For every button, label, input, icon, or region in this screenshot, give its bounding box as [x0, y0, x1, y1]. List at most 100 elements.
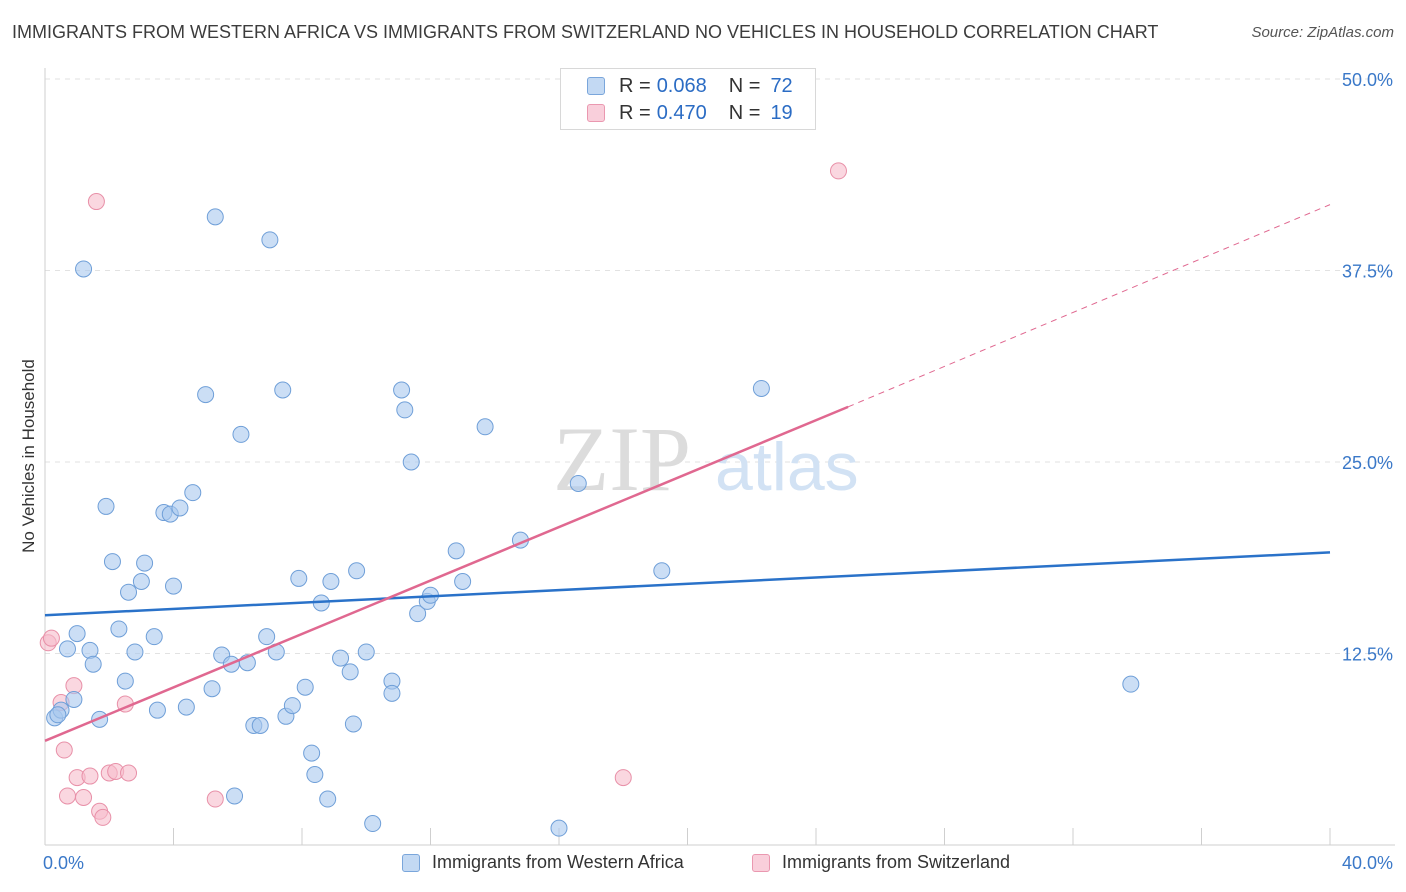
data-point-western-africa: [332, 649, 350, 667]
trend-line-switzerland-extrapolated: [847, 204, 1331, 408]
data-point-western-africa: [148, 701, 166, 719]
y-tick-label: 37.5%: [1342, 262, 1393, 282]
data-point-switzerland: [120, 764, 138, 782]
data-point-switzerland: [94, 808, 112, 826]
source-label: Source: ZipAtlas.com: [1251, 24, 1394, 41]
data-point-western-africa: [49, 706, 67, 724]
legend-item-switzerland: Immigrants from Switzerland: [752, 852, 1010, 873]
legend-swatch-pink: [752, 853, 770, 872]
data-point-western-africa: [232, 425, 250, 443]
data-point-switzerland: [829, 162, 847, 180]
data-point-western-africa: [306, 766, 324, 784]
data-point-switzerland: [614, 769, 632, 787]
data-point-western-africa: [177, 698, 195, 716]
data-point-western-africa: [322, 572, 340, 590]
data-point-western-africa: [84, 655, 102, 673]
watermark-zip: ZIP: [553, 408, 691, 510]
legend-label: Immigrants from Switzerland: [782, 852, 1011, 872]
data-point-western-africa: [454, 572, 472, 590]
data-point-western-africa: [569, 474, 587, 492]
data-point-switzerland: [206, 790, 224, 808]
data-point-western-africa: [393, 381, 411, 399]
legend-swatch-pink: [587, 104, 605, 122]
data-point-switzerland: [55, 741, 73, 759]
data-point-western-africa: [447, 542, 465, 560]
data-point-western-africa: [120, 583, 138, 601]
data-point-western-africa: [65, 690, 83, 708]
series-legend: Immigrants from Western Africa Immigrant…: [0, 852, 1406, 878]
data-point-western-africa: [75, 260, 93, 278]
data-point-western-africa: [103, 553, 121, 571]
data-point-western-africa: [58, 640, 76, 658]
data-point-western-africa: [364, 815, 382, 833]
data-point-western-africa: [136, 554, 154, 572]
grid-lines: [45, 78, 1395, 654]
data-point-western-africa: [283, 697, 301, 715]
tick-labels: 12.5% 25.0% 37.5% 50.0% 0.0% 40.0%: [43, 70, 1393, 873]
data-point-western-africa: [261, 231, 279, 249]
data-point-western-africa: [206, 208, 224, 226]
data-point-western-africa: [184, 484, 202, 502]
y-axis-label: No Vehicles in Household: [19, 359, 38, 553]
stats-row-western-africa: R = 0.068 N = 72: [587, 73, 793, 99]
data-point-western-africa: [319, 790, 337, 808]
data-point-western-africa: [97, 497, 115, 515]
stats-legend: R = 0.068 N = 72 R = 0.470 N = 19: [560, 68, 816, 130]
data-point-western-africa: [383, 684, 401, 702]
data-point-western-africa: [296, 678, 314, 696]
trend-lines: [44, 204, 1331, 742]
watermark-atlas: atlas: [715, 429, 859, 505]
r-value: 0.068: [656, 74, 707, 97]
data-point-switzerland: [75, 789, 93, 807]
data-point-western-africa: [344, 715, 362, 733]
stats-row-switzerland: R = 0.470 N = 19: [587, 100, 793, 126]
watermark: ZIP atlas: [553, 408, 859, 510]
data-point-western-africa: [110, 620, 128, 638]
r-label: R =: [619, 74, 651, 97]
trend-line-western-africa: [44, 551, 1331, 617]
data-point-western-africa: [197, 386, 215, 404]
y-tick-label: 25.0%: [1342, 453, 1393, 473]
trend-line-switzerland: [44, 405, 849, 742]
data-point-western-africa: [476, 418, 494, 436]
data-point-western-africa: [145, 628, 163, 646]
r-label: R =: [619, 101, 651, 124]
legend-swatch-blue: [587, 77, 605, 95]
r-value: 0.470: [656, 101, 707, 124]
n-label: N =: [728, 74, 761, 97]
legend-item-western-africa: Immigrants from Western Africa: [402, 852, 684, 873]
data-point-western-africa: [132, 572, 150, 590]
x-tick-label: 40.0%: [1342, 853, 1393, 873]
legend-swatch-blue: [402, 853, 420, 872]
data-point-western-africa: [126, 643, 144, 661]
x-tick-label: 0.0%: [43, 853, 84, 873]
data-point-switzerland: [87, 193, 105, 211]
data-point-western-africa: [409, 605, 427, 623]
data-point-western-africa: [290, 569, 308, 587]
western-africa-points: [46, 208, 1140, 837]
data-point-western-africa: [165, 577, 182, 595]
n-value: 72: [770, 74, 793, 97]
data-point-western-africa: [274, 381, 292, 399]
data-point-western-africa: [258, 628, 276, 646]
axes: [44, 68, 1395, 846]
data-point-western-africa: [251, 717, 269, 735]
data-point-western-africa: [171, 499, 189, 517]
data-point-switzerland: [81, 767, 99, 785]
data-point-western-africa: [1122, 675, 1140, 693]
data-point-western-africa: [550, 819, 568, 837]
data-point-switzerland: [58, 787, 76, 805]
y-tick-label: 50.0%: [1342, 70, 1393, 90]
data-point-western-africa: [226, 787, 244, 805]
data-point-switzerland: [42, 629, 60, 647]
data-point-western-africa: [396, 401, 414, 419]
chart-title: IMMIGRANTS FROM WESTERN AFRICA VS IMMIGR…: [12, 22, 1159, 42]
data-point-western-africa: [81, 641, 99, 659]
data-point-western-africa: [116, 672, 134, 690]
legend-label: Immigrants from Western Africa: [432, 852, 684, 872]
n-label: N =: [728, 101, 761, 124]
data-point-western-africa: [653, 562, 671, 580]
data-point-western-africa: [402, 453, 420, 471]
data-point-western-africa: [348, 562, 366, 580]
